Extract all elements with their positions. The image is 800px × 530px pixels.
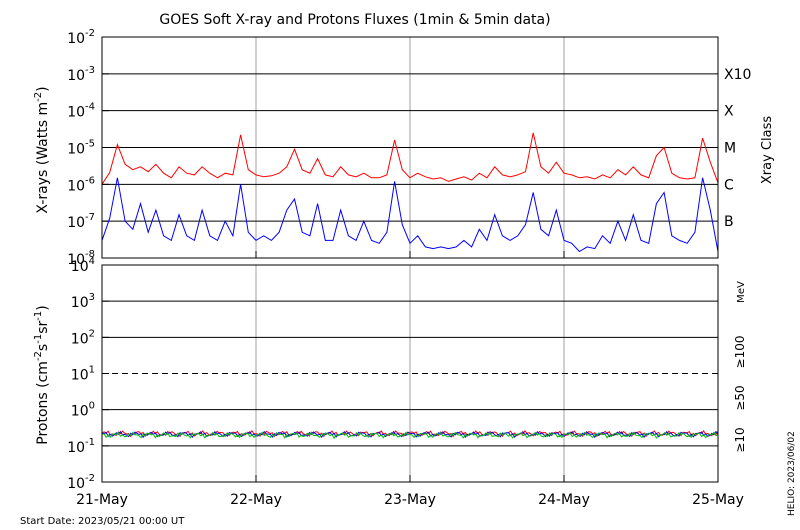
y-tick-label: 10-2 xyxy=(67,473,95,492)
y-tick-label: 10-5 xyxy=(67,139,95,158)
y-tick-label: 10-8 xyxy=(67,249,95,268)
xray-short-series xyxy=(101,177,719,253)
y-tick-label: 102 xyxy=(71,328,95,347)
proton-panel: 10-2 10-1 100 101 102 103 104 MeV ≥10 ≥50 ≥100 Prot… xyxy=(33,256,747,492)
y-tick-label: 10-7 xyxy=(67,212,95,231)
x-tick-label: 23-May xyxy=(384,492,436,508)
credit-label: HELIO: 2023/06/02 xyxy=(787,431,797,516)
xray-class-axis-label: Xray Class xyxy=(760,116,775,184)
x-tick-label: 21-May xyxy=(76,492,128,508)
xray-class-label: X xyxy=(724,104,734,120)
xray-class-label: X10 xyxy=(724,67,751,83)
xray-class-label: C xyxy=(724,177,734,193)
y-tick-label: 101 xyxy=(71,365,95,384)
x-tick-label: 22-May xyxy=(230,492,282,508)
proton-legend-label: ≥10 xyxy=(733,427,747,452)
y-tick-label: 104 xyxy=(71,256,95,275)
y-tick-label: 100 xyxy=(71,401,95,420)
x-tick-label: 24-May xyxy=(538,492,590,508)
xray-long-series xyxy=(101,132,719,185)
y-tick-label: 10-2 xyxy=(67,28,95,47)
time-axis: 21-May 22-May 23-May 24-May 25-May xyxy=(76,251,744,508)
y-tick-label: 103 xyxy=(71,292,95,311)
xray-axis-label: X-rays (Watts m-2) xyxy=(33,86,51,213)
x-tick-label: 25-May xyxy=(692,492,744,508)
chart-title: GOES Soft X-ray and Protons Fluxes (1min… xyxy=(159,12,550,28)
proton-axis-label: Protons (cm-2s-1sr-1) xyxy=(33,305,51,444)
start-date-label: Start Date: 2023/05/21 00:00 UT xyxy=(20,516,185,527)
proton-series-3 xyxy=(102,431,719,440)
y-tick-label: 10-6 xyxy=(67,175,95,194)
proton-legend-label: ≥100 xyxy=(733,336,747,369)
y-tick-label: 10-1 xyxy=(67,437,95,456)
mev-label: MeV xyxy=(736,281,747,303)
xray-class-label: B xyxy=(724,214,734,230)
y-tick-label: 10-3 xyxy=(67,65,95,84)
xray-class-label: M xyxy=(724,141,736,157)
proton-legend-label: ≥50 xyxy=(733,385,747,410)
xray-panel: 10-8 10-7 10-6 10-5 10-4 10-3 10-2 X10 X M C B Xray … xyxy=(33,28,775,268)
y-tick-label: 10-4 xyxy=(67,102,95,121)
proton-series-2 xyxy=(101,430,719,439)
